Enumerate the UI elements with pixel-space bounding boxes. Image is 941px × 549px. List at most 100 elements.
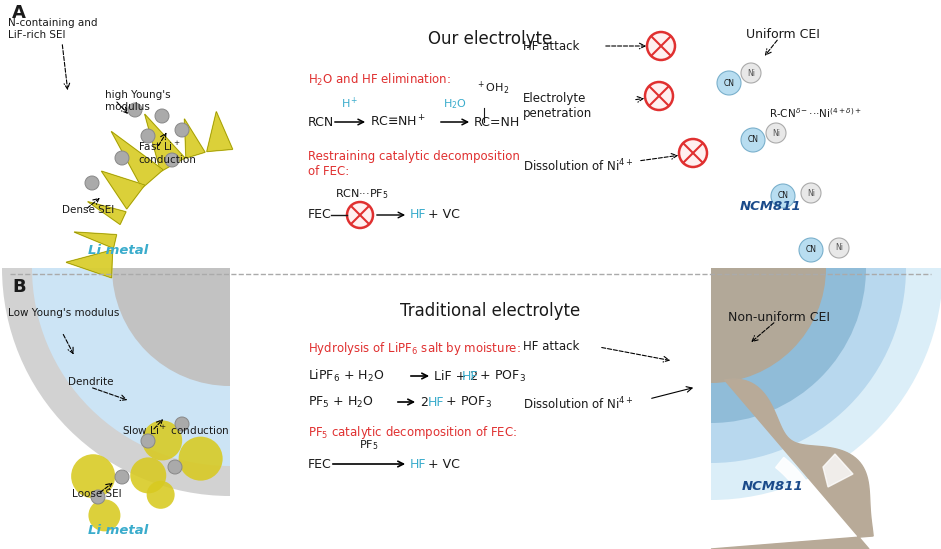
Text: Li metal: Li metal <box>88 524 148 537</box>
Text: CN: CN <box>777 192 789 200</box>
Text: H$_2$O: H$_2$O <box>443 97 467 111</box>
Polygon shape <box>74 232 117 248</box>
Text: N-containing and
LiF-rich SEI: N-containing and LiF-rich SEI <box>8 18 98 40</box>
Wedge shape <box>711 268 826 383</box>
Polygon shape <box>207 111 232 152</box>
Circle shape <box>91 490 105 504</box>
Text: FEC: FEC <box>308 457 332 470</box>
Polygon shape <box>66 250 113 278</box>
Circle shape <box>165 153 179 167</box>
Text: high Young's
modulus: high Young's modulus <box>105 90 170 111</box>
Text: LiPF$_6$ + H$_2$O: LiPF$_6$ + H$_2$O <box>308 368 384 384</box>
Wedge shape <box>2 268 230 496</box>
Text: Dissolution of Ni$^{4+}$: Dissolution of Ni$^{4+}$ <box>523 396 634 412</box>
Text: B: B <box>12 278 25 296</box>
Text: Our electrolyte: Our electrolyte <box>428 30 552 48</box>
Text: 2: 2 <box>420 395 428 408</box>
Text: RCN: RCN <box>308 115 334 128</box>
Text: HF: HF <box>428 395 444 408</box>
Text: RC≡NH$^+$: RC≡NH$^+$ <box>370 114 426 130</box>
Text: CN: CN <box>724 79 735 87</box>
Wedge shape <box>32 268 230 466</box>
Text: HF: HF <box>462 369 479 383</box>
Text: Restraining catalytic decomposition
of FEC:: Restraining catalytic decomposition of F… <box>308 150 519 178</box>
Text: Ni: Ni <box>807 188 815 198</box>
Polygon shape <box>711 379 873 549</box>
Text: R-CN$^{\delta-}$···Ni$^{(4+\delta)+}$: R-CN$^{\delta-}$···Ni$^{(4+\delta)+}$ <box>769 106 862 120</box>
Text: NCM811: NCM811 <box>741 199 802 212</box>
Text: Non-uniform CEI: Non-uniform CEI <box>728 311 830 324</box>
Circle shape <box>801 183 821 203</box>
Circle shape <box>147 481 175 509</box>
Polygon shape <box>184 119 205 158</box>
Text: Dendrite: Dendrite <box>68 377 114 387</box>
Polygon shape <box>823 454 853 487</box>
Polygon shape <box>775 457 819 508</box>
Text: Hydrolysis of LiPF$_6$ salt by moisture:: Hydrolysis of LiPF$_6$ salt by moisture: <box>308 340 520 357</box>
Text: NCM811: NCM811 <box>742 480 804 494</box>
Text: Ni: Ni <box>747 69 755 77</box>
Text: Slow Li$^+$ conduction: Slow Li$^+$ conduction <box>122 424 230 437</box>
Polygon shape <box>102 171 145 209</box>
Text: CN: CN <box>747 136 758 144</box>
Polygon shape <box>88 201 126 225</box>
Circle shape <box>717 71 741 95</box>
Text: Ni: Ni <box>835 244 843 253</box>
Circle shape <box>175 417 189 431</box>
Circle shape <box>142 421 183 461</box>
Text: HF attack: HF attack <box>523 340 580 354</box>
Circle shape <box>179 436 223 481</box>
Circle shape <box>647 32 675 60</box>
Circle shape <box>645 82 673 110</box>
Circle shape <box>799 238 823 262</box>
Circle shape <box>88 500 120 531</box>
Circle shape <box>141 434 155 448</box>
Text: + POF$_3$: + POF$_3$ <box>476 368 526 384</box>
Text: Uniform CEI: Uniform CEI <box>746 28 820 41</box>
Text: Traditional electrolyte: Traditional electrolyte <box>400 302 580 320</box>
Circle shape <box>115 151 129 165</box>
Text: FEC: FEC <box>308 209 332 221</box>
Text: + VC: + VC <box>424 209 460 221</box>
Circle shape <box>679 139 707 167</box>
Circle shape <box>347 202 373 228</box>
Wedge shape <box>711 268 866 423</box>
Text: RC=NH: RC=NH <box>474 115 520 128</box>
Circle shape <box>175 123 189 137</box>
Circle shape <box>155 109 169 123</box>
Text: Li metal: Li metal <box>88 244 148 256</box>
Circle shape <box>168 460 182 474</box>
Circle shape <box>741 128 765 152</box>
Text: + POF$_3$: + POF$_3$ <box>442 394 492 410</box>
Wedge shape <box>711 268 906 463</box>
Text: RCN···PF$_5$: RCN···PF$_5$ <box>335 187 389 201</box>
Circle shape <box>128 103 142 117</box>
Circle shape <box>829 238 849 258</box>
Wedge shape <box>711 268 941 500</box>
Text: HF attack: HF attack <box>523 40 580 53</box>
Circle shape <box>130 457 167 494</box>
Circle shape <box>771 184 795 208</box>
Text: H$^+$: H$^+$ <box>342 96 359 111</box>
Polygon shape <box>145 114 185 172</box>
Circle shape <box>85 176 99 190</box>
Circle shape <box>766 123 786 143</box>
Circle shape <box>115 470 129 484</box>
Text: CN: CN <box>805 245 817 255</box>
Text: H$_2$O and HF elimination:: H$_2$O and HF elimination: <box>308 72 451 88</box>
Text: HF: HF <box>410 457 426 470</box>
Text: $^+$OH$_2$: $^+$OH$_2$ <box>476 80 509 97</box>
Circle shape <box>72 454 115 498</box>
Text: PF$_5$ + H$_2$O: PF$_5$ + H$_2$O <box>308 394 374 410</box>
Text: Low Young's modulus: Low Young's modulus <box>8 308 120 318</box>
Circle shape <box>741 63 761 83</box>
Text: Fast Li$^+$
conduction: Fast Li$^+$ conduction <box>138 140 196 165</box>
Wedge shape <box>112 268 230 386</box>
Text: HF: HF <box>410 209 426 221</box>
Text: PF$_5$ catalytic decomposition of FEC:: PF$_5$ catalytic decomposition of FEC: <box>308 424 518 441</box>
Text: LiF + 2: LiF + 2 <box>434 369 478 383</box>
Text: Dense SEI: Dense SEI <box>62 205 114 215</box>
Text: Ni: Ni <box>772 128 780 137</box>
Text: + VC: + VC <box>424 457 460 470</box>
Text: Dissolution of Ni$^{4+}$: Dissolution of Ni$^{4+}$ <box>523 158 634 174</box>
